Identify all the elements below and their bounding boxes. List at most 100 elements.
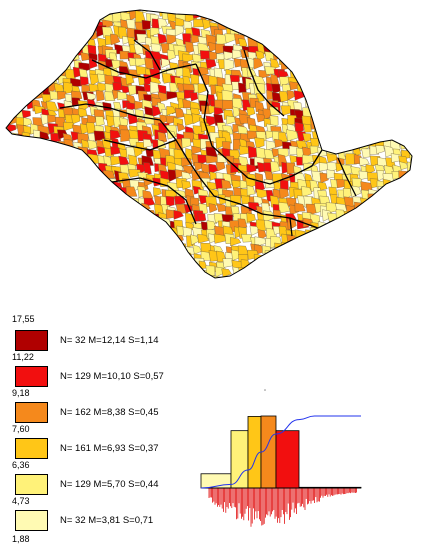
municipality-polygon [295, 283, 306, 285]
municipality-polygon [408, 202, 412, 215]
municipality-polygon [399, 21, 410, 31]
municipality-polygon [80, 213, 91, 223]
municipality-polygon [49, 257, 62, 270]
municipality-polygon [154, 244, 164, 256]
municipality-polygon [417, 228, 427, 239]
municipality-polygon [29, 58, 40, 70]
municipality-polygon [365, 164, 376, 175]
municipality-polygon [418, 212, 427, 223]
municipality-fills [6, 10, 427, 285]
municipality-polygon [78, 68, 88, 78]
municipality-polygon [31, 267, 43, 277]
municipality-polygon [6, 99, 12, 110]
municipality-polygon [16, 235, 28, 246]
municipality-polygon [392, 27, 402, 37]
municipality-polygon [95, 243, 108, 253]
municipality-polygon [72, 35, 83, 46]
municipality-polygon [247, 13, 257, 25]
municipality-polygon [317, 274, 328, 278]
municipality-polygon [272, 275, 282, 278]
municipality-polygon [176, 123, 186, 132]
municipality-polygon [309, 227, 320, 237]
municipality-polygon [23, 267, 33, 278]
municipality-polygon [21, 131, 31, 145]
municipality-polygon [143, 162, 152, 175]
municipality-polygon [230, 17, 239, 27]
municipality-polygon [353, 211, 364, 223]
municipality-polygon [336, 51, 349, 64]
municipality-polygon [285, 26, 296, 37]
municipality-polygon [422, 220, 427, 228]
municipality-polygon [15, 146, 28, 156]
municipality-polygon [53, 34, 65, 44]
municipality-polygon [81, 276, 92, 278]
municipality-polygon [6, 270, 19, 278]
municipality-polygon [71, 267, 81, 278]
municipality-polygon [158, 242, 170, 254]
municipality-polygon [45, 148, 55, 157]
municipality-polygon [351, 238, 362, 247]
municipality-polygon [161, 58, 170, 68]
municipality-polygon [17, 252, 30, 263]
municipality-polygon [295, 257, 306, 267]
municipality-polygon [343, 19, 353, 32]
municipality-polygon [279, 188, 289, 200]
municipality-polygon [7, 73, 19, 83]
municipality-polygon [417, 59, 426, 68]
municipality-polygon [65, 282, 76, 285]
municipality-polygon [353, 108, 365, 118]
municipality-polygon [41, 225, 55, 236]
municipality-polygon [86, 92, 96, 102]
municipality-polygon [377, 235, 388, 248]
municipality-polygon [418, 53, 427, 64]
municipality-polygon [57, 251, 66, 262]
municipality-polygon [152, 105, 161, 117]
municipality-polygon [54, 234, 67, 246]
municipality-polygon [101, 276, 112, 278]
municipality-polygon [6, 19, 10, 31]
municipality-polygon [370, 50, 383, 63]
municipality-polygon [319, 82, 329, 94]
municipality-polygon [262, 27, 272, 37]
municipality-polygon [238, 267, 249, 278]
municipality-polygon [93, 253, 103, 266]
legend-break-class-6: 1,88 [12, 534, 30, 544]
municipality-polygon [63, 163, 74, 174]
municipality-polygon [39, 62, 49, 75]
municipality-polygon [353, 10, 365, 14]
municipality-polygon [402, 269, 412, 278]
municipality-polygon [397, 243, 409, 255]
municipality-polygon [414, 107, 424, 117]
municipality-polygon [294, 276, 307, 278]
municipality-polygon [294, 202, 306, 212]
municipality-polygon [354, 42, 365, 53]
municipality-polygon [384, 49, 396, 61]
municipality-polygon [160, 258, 171, 271]
municipality-polygon [272, 50, 283, 61]
municipality-polygon [422, 197, 427, 207]
municipality-polygon [345, 265, 359, 275]
municipality-polygon [261, 10, 270, 19]
municipality-polygon [423, 253, 427, 262]
municipality-polygon [389, 83, 400, 93]
municipality-polygon [279, 284, 287, 285]
municipality-polygon [329, 253, 340, 265]
municipality-polygon [141, 251, 152, 263]
municipality-polygon [222, 99, 234, 110]
municipality-polygon [368, 17, 378, 29]
municipality-polygon [327, 132, 338, 145]
municipality-polygon [341, 38, 351, 48]
municipality-polygon [418, 115, 427, 126]
municipality-polygon [313, 265, 324, 278]
municipality-polygon [320, 133, 330, 145]
municipality-polygon [394, 213, 403, 224]
municipality-polygon [7, 86, 18, 95]
municipality-polygon [189, 197, 200, 207]
municipality-polygon [359, 58, 371, 68]
municipality-polygon [368, 270, 378, 278]
municipality-polygon [328, 106, 339, 118]
municipality-polygon [320, 37, 332, 49]
municipality-polygon [302, 12, 313, 24]
municipality-polygon [302, 259, 312, 270]
municipality-polygon [288, 243, 301, 256]
